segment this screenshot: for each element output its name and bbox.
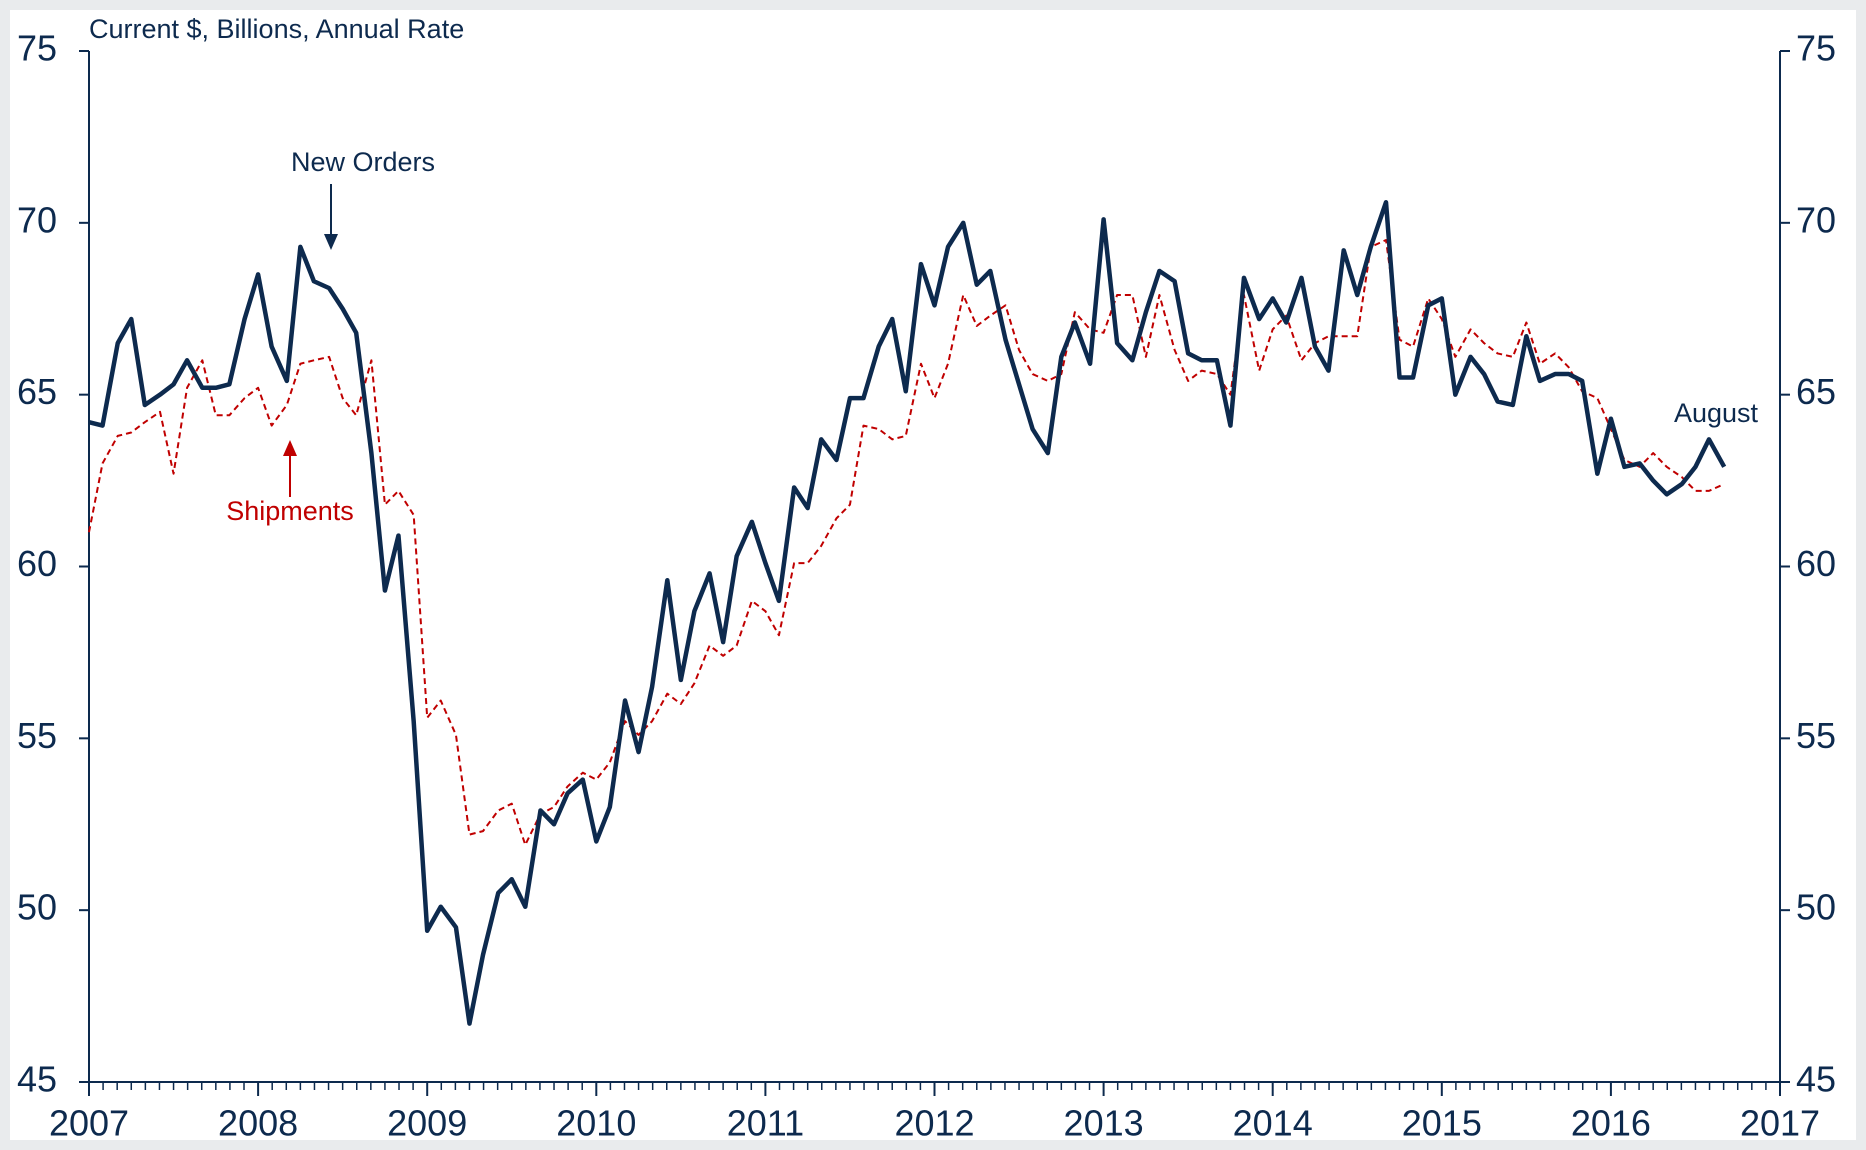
x-tick-label: 2012 bbox=[894, 1103, 974, 1144]
y-tick-label: 70 bbox=[17, 199, 57, 240]
annotation: Shipments bbox=[226, 496, 354, 526]
x-tick-label: 2016 bbox=[1571, 1103, 1651, 1144]
y2-tick-label: 75 bbox=[1796, 28, 1836, 69]
x-tick-label: 2017 bbox=[1740, 1103, 1820, 1144]
annotation: New Orders bbox=[291, 147, 435, 177]
series-line bbox=[88, 199, 1727, 1026]
y2-tick-label: 45 bbox=[1796, 1059, 1836, 1100]
arrow-head bbox=[324, 234, 338, 250]
y2-tick-label: 70 bbox=[1796, 199, 1836, 240]
y-tick-label: 60 bbox=[17, 543, 57, 584]
arrow-head bbox=[283, 440, 297, 456]
y-tick-label: 55 bbox=[17, 715, 57, 756]
y2-tick-label: 50 bbox=[1796, 887, 1836, 928]
y2-tick-label: 55 bbox=[1796, 715, 1836, 756]
y-tick-label: 75 bbox=[17, 28, 57, 69]
x-tick-label: 2007 bbox=[49, 1103, 129, 1144]
x-tick-label: 2009 bbox=[387, 1103, 467, 1144]
y-tick-label: 50 bbox=[17, 887, 57, 928]
annotation: August bbox=[1674, 398, 1759, 428]
y-tick-label: 45 bbox=[17, 1059, 57, 1100]
x-tick-label: 2013 bbox=[1064, 1103, 1144, 1144]
x-tick-label: 2011 bbox=[727, 1103, 804, 1144]
y-axis-label: Current $, Billions, Annual Rate bbox=[89, 14, 464, 44]
y2-tick-label: 65 bbox=[1796, 371, 1836, 412]
y2-tick-label: 60 bbox=[1796, 543, 1836, 584]
x-tick-label: 2010 bbox=[556, 1103, 636, 1144]
y-tick-label: 65 bbox=[17, 371, 57, 412]
x-tick-label: 2014 bbox=[1233, 1103, 1313, 1144]
series-line bbox=[88, 239, 1725, 846]
x-tick-label: 2015 bbox=[1402, 1103, 1482, 1144]
plot-background bbox=[10, 10, 1856, 1140]
x-tick-label: 2008 bbox=[218, 1103, 298, 1144]
